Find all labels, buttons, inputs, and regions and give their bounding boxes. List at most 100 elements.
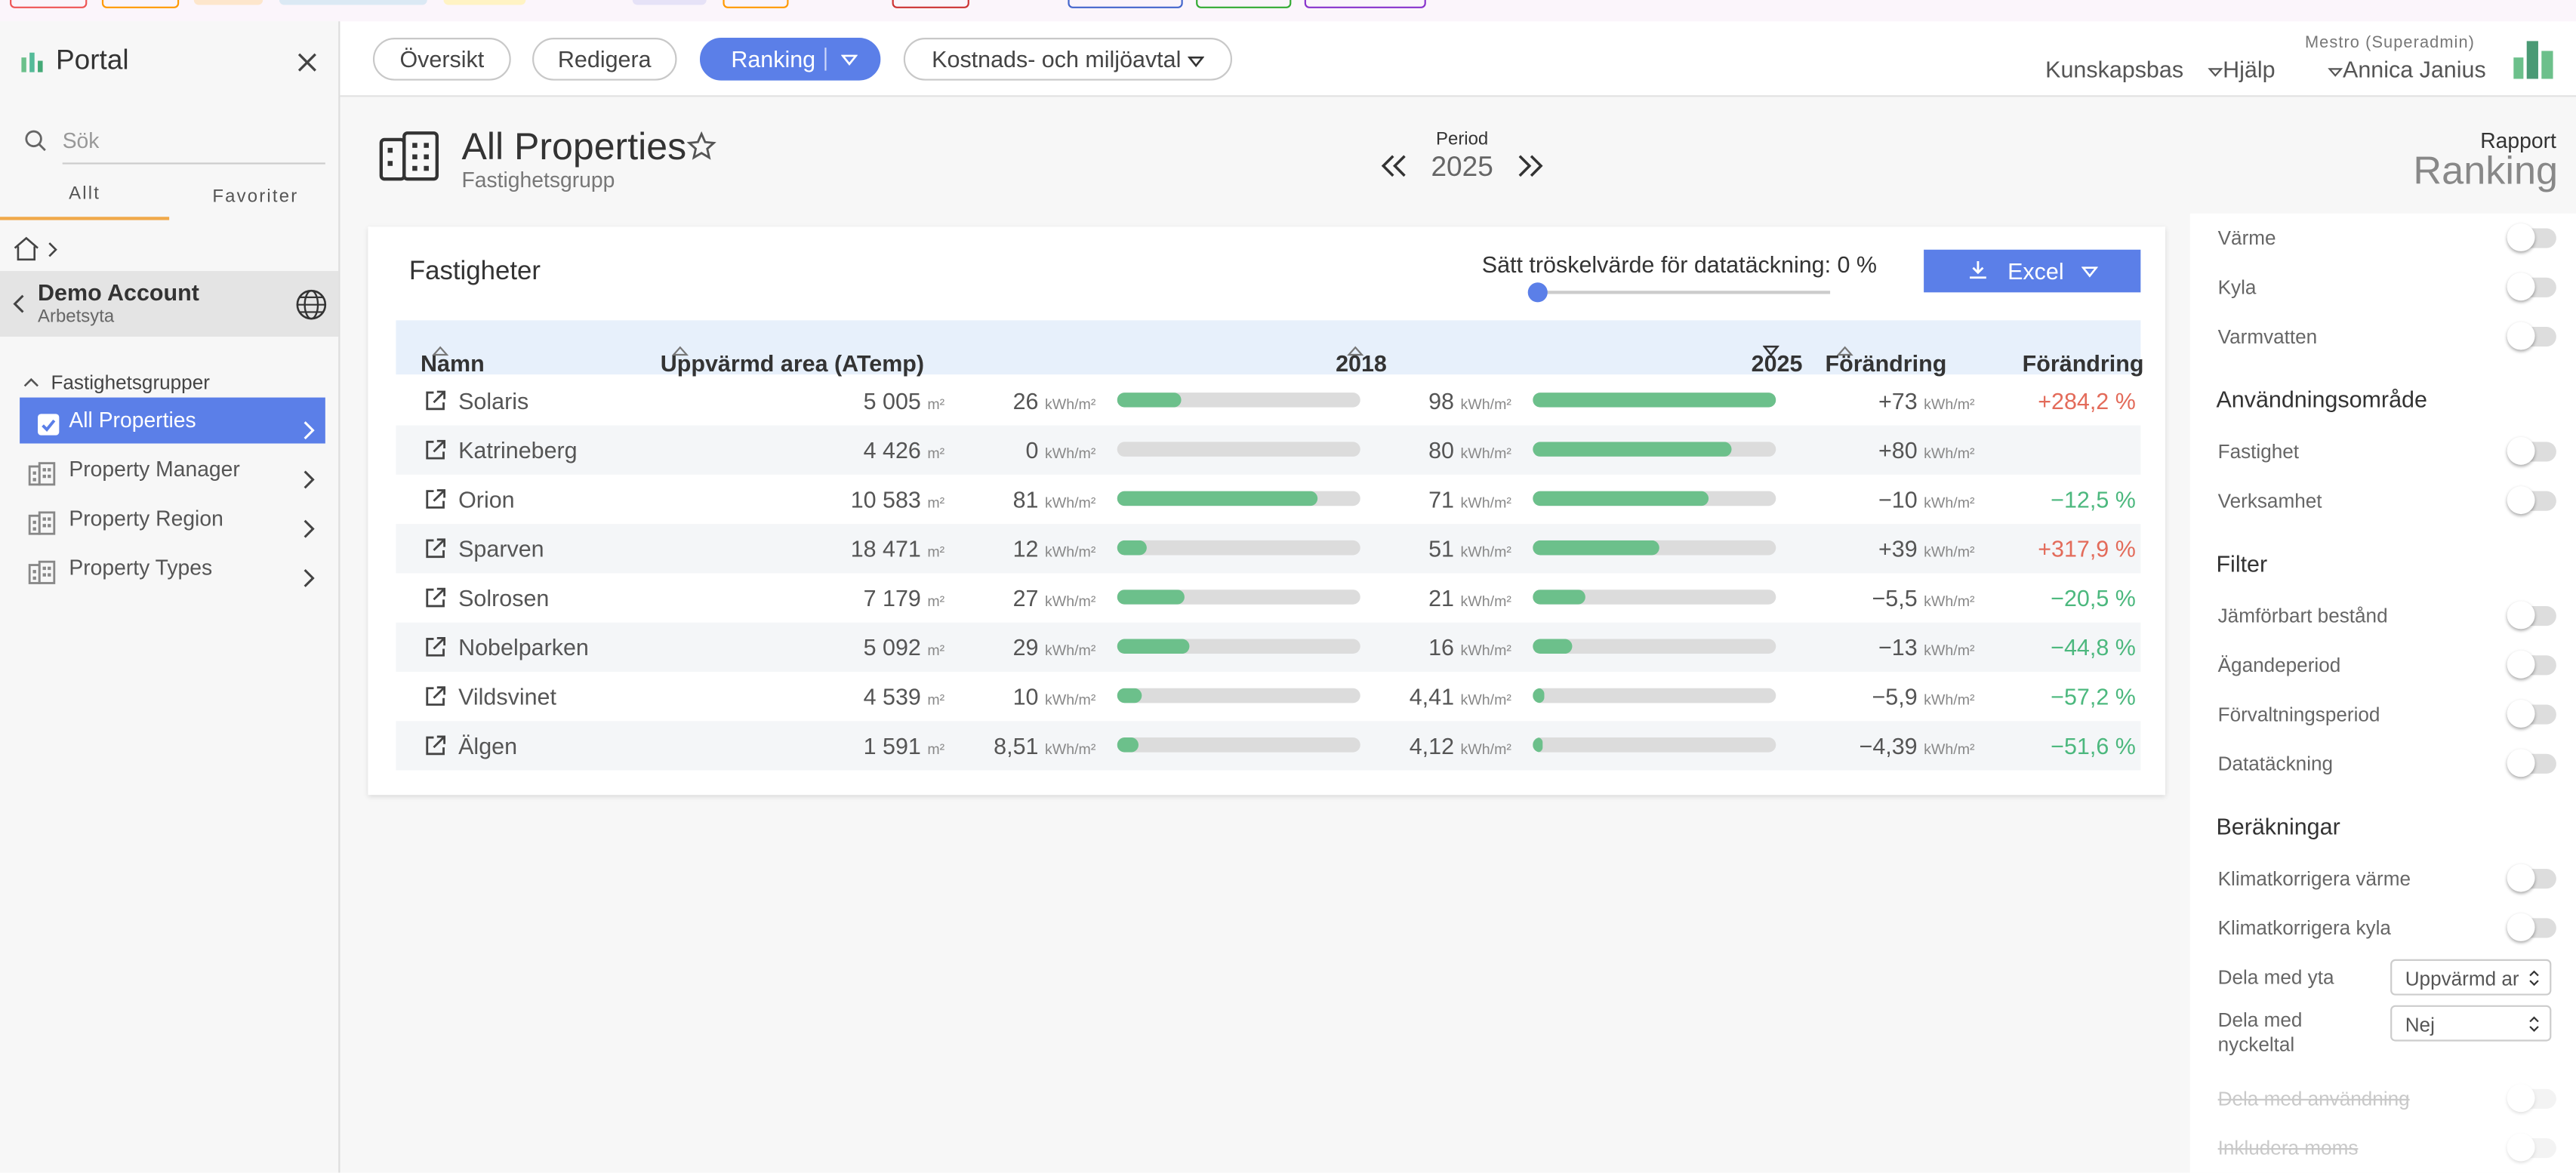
chevron: [302, 460, 315, 506]
column-header[interactable]: 2025: [1752, 335, 1802, 376]
toggle[interactable]: [2507, 322, 2556, 350]
toggle[interactable]: [2507, 650, 2556, 679]
open-link[interactable]: [424, 389, 446, 420]
toggle[interactable]: [2507, 699, 2556, 728]
period-prev[interactable]: [1380, 155, 1407, 177]
column-header[interactable]: Namn: [421, 335, 485, 376]
close-button[interactable]: [297, 53, 317, 72]
table-row: Vildsvinet 4 539 m² 10 kWh/m² 4,41 kWh/m² −5…: [396, 672, 2140, 721]
column-header[interactable]: Förändring: [1826, 335, 1946, 376]
open-link[interactable]: [424, 586, 446, 617]
tab-edit[interactable]: Redigera: [532, 38, 677, 81]
toggle[interactable]: [2507, 749, 2556, 777]
group-item[interactable]: All Properties: [20, 397, 325, 444]
bar: [1117, 639, 1189, 654]
tab-all[interactable]: Allt: [0, 184, 170, 220]
energy-unit: kWh/m²: [1460, 445, 1511, 462]
logo: [21, 52, 43, 72]
column-header[interactable]: Uppvärmd area (ATemp): [661, 335, 924, 376]
area-unit: m²: [927, 740, 945, 758]
area-number: 7 179: [863, 584, 921, 611]
toggle[interactable]: [2507, 272, 2556, 301]
period-next[interactable]: [1518, 155, 1545, 177]
change-value: −5,5 kWh/m²: [1872, 585, 1975, 611]
bar: [1533, 737, 1543, 753]
favorite-star[interactable]: [686, 131, 716, 161]
change-percent: +317,9 %: [2038, 535, 2136, 562]
tab-favorites[interactable]: Favoriter: [212, 187, 299, 208]
toggle-row: Jämförbart bestånd: [2190, 591, 2576, 640]
open-link[interactable]: [424, 439, 446, 470]
toggle[interactable]: [2507, 486, 2556, 515]
bar: [1117, 540, 1148, 556]
threshold-slider[interactable]: [1527, 282, 1831, 303]
property-name[interactable]: Älgen: [458, 732, 518, 759]
toggle[interactable]: [2507, 436, 2556, 465]
bar: [1117, 491, 1318, 506]
open-link[interactable]: [424, 685, 446, 716]
tab-ranking[interactable]: Ranking: [699, 38, 881, 81]
column-header-label: Uppvärmd area (ATemp): [660, 349, 925, 377]
energy-unit: kWh/m²: [1460, 543, 1511, 561]
energy-value: 51 kWh/m²: [1428, 535, 1511, 562]
tab-agreements[interactable]: Kostnads- och miljöavtal: [903, 38, 1233, 81]
open-link[interactable]: [424, 636, 446, 667]
tab-agreements-label: Kostnads- och miljöavtal: [932, 45, 1182, 72]
toggle[interactable]: [2507, 864, 2556, 892]
user-menu[interactable]: Annica Janius: [2328, 56, 2486, 82]
search-input[interactable]: Sök: [62, 128, 325, 165]
energy-unit: kWh/m²: [1044, 593, 1096, 610]
account-row[interactable]: Demo Account Arbetsyta: [0, 271, 339, 337]
change-number: +39: [1878, 535, 1918, 562]
energy-number: 26: [1012, 387, 1039, 414]
group-item[interactable]: Property Region: [20, 496, 325, 542]
open-link[interactable]: [424, 488, 446, 519]
select[interactable]: Uppvärmd ar: [2390, 959, 2552, 996]
toggle-row: Varmvatten: [2190, 312, 2576, 361]
tab-overview[interactable]: Översikt: [372, 38, 511, 81]
breadcrumb[interactable]: [13, 236, 62, 263]
toggle[interactable]: [2507, 601, 2556, 630]
change-percent: −44,8 %: [2051, 633, 2136, 660]
link-knowledge[interactable]: Kunskapsbas: [2045, 55, 2184, 82]
area-number: 5 092: [863, 633, 921, 660]
property-name[interactable]: Katrineberg: [458, 436, 578, 463]
toggle[interactable]: [2507, 223, 2556, 251]
property-name[interactable]: Sparven: [458, 535, 544, 562]
select-label: Dela med nyckeltal: [2217, 1008, 2303, 1057]
toggle[interactable]: [2507, 1133, 2556, 1162]
account-subtitle: Arbetsyta: [38, 306, 115, 328]
change-unit: kWh/m²: [1924, 445, 1975, 462]
open-link[interactable]: [424, 734, 446, 765]
property-name[interactable]: Nobelparken: [458, 633, 589, 660]
page-title: All Properties: [461, 125, 687, 168]
open-link[interactable]: [424, 537, 446, 568]
energy-value: 8,51 kWh/m²: [994, 733, 1095, 759]
change-number: −5,9: [1872, 683, 1918, 710]
column-header-label: Förändring: [1825, 349, 1947, 377]
toggle[interactable]: [2507, 1084, 2556, 1113]
group-item[interactable]: Property Types: [20, 545, 325, 591]
report-label: Rapport: [2480, 128, 2556, 153]
column-header[interactable]: 2018: [1336, 335, 1387, 376]
select[interactable]: Nej: [2390, 1005, 2552, 1042]
property-name[interactable]: Solaris: [458, 387, 529, 414]
table-row: Nobelparken 5 092 m² 29 kWh/m² 16 kWh/m² −13…: [396, 622, 2141, 672]
group-item[interactable]: Property Manager: [20, 447, 325, 493]
energy-number: 12: [1012, 535, 1039, 562]
area-value: 5 092 m²: [864, 634, 945, 660]
link-help[interactable]: Hjälp: [2208, 56, 2276, 82]
property-name[interactable]: Vildsvinet: [458, 683, 556, 710]
group-icon: [28, 457, 56, 503]
toggle-label: Förvaltningsperiod: [2217, 703, 2380, 726]
toggle-label: Varmvatten: [2217, 325, 2318, 349]
property-name[interactable]: Orion: [458, 486, 515, 513]
energy-number: 8,51: [994, 732, 1039, 759]
property-name[interactable]: Solrosen: [458, 584, 550, 611]
change-unit: kWh/m²: [1924, 642, 1975, 659]
area-unit: m²: [927, 642, 945, 659]
excel-button[interactable]: Excel: [1924, 249, 2141, 293]
toggle[interactable]: [2507, 913, 2556, 941]
change-unit: kWh/m²: [1924, 396, 1975, 413]
change-percent: −12,5 %: [2051, 486, 2136, 513]
